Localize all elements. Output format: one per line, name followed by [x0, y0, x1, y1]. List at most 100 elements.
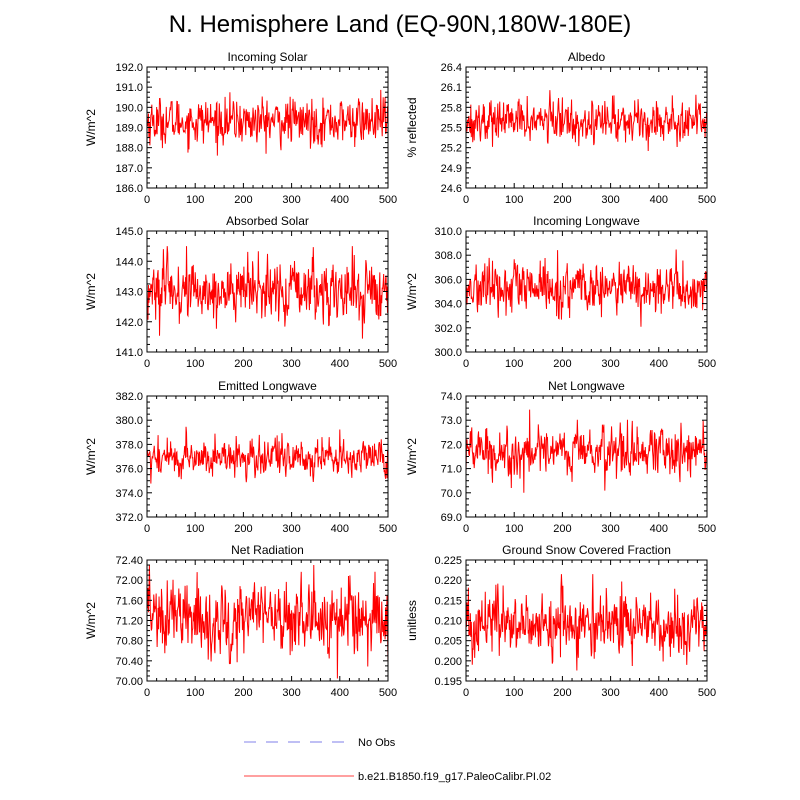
y-tick-label-net-radiation-2: 70.80 [115, 636, 143, 648]
x-tick-label-emitted-longwave-0: 0 [144, 523, 150, 535]
x-tick-label-albedo-2: 200 [553, 194, 571, 206]
y-tick-label-net-radiation-6: 72.40 [115, 555, 143, 567]
y-tick-label-net-longwave-5: 74.0 [441, 391, 462, 403]
y-axis-label-incoming-solar: W/m^2 [84, 109, 98, 146]
x-tick-label-ground-snow-covered-fraction-2: 200 [553, 687, 571, 699]
y-tick-label-absorbed-solar-4: 145.0 [115, 226, 143, 238]
y-tick-label-emitted-longwave-3: 378.0 [115, 439, 143, 451]
y-axis-label-net-radiation: W/m^2 [84, 602, 98, 639]
x-tick-label-incoming-longwave-2: 200 [553, 358, 571, 370]
y-tick-label-incoming-longwave-4: 308.0 [434, 250, 462, 262]
x-tick-label-net-radiation-2: 200 [234, 687, 252, 699]
panel-title-absorbed-solar: Absorbed Solar [226, 214, 309, 228]
y-tick-label-albedo-2: 25.2 [441, 143, 462, 155]
panel-emitted-longwave: Emitted Longwave W/m^2 372.0 374.0 376.0 378.… [84, 379, 397, 535]
series-line-incoming-solar [146, 89, 389, 156]
panel-title-ground-snow-covered-fraction: Ground Snow Covered Fraction [502, 543, 671, 557]
panel-title-emitted-longwave: Emitted Longwave [218, 379, 317, 393]
x-tick-label-ground-snow-covered-fraction-5: 500 [698, 687, 716, 699]
legend: No Obs b.e21.B1850.f19_g17.PaleoCalibr.P… [244, 737, 551, 783]
x-tick-label-emitted-longwave-5: 500 [379, 523, 397, 535]
panel-title-net-radiation: Net Radiation [231, 543, 304, 557]
x-tick-label-net-longwave-5: 500 [698, 523, 716, 535]
x-tick-label-absorbed-solar-3: 300 [282, 358, 300, 370]
series-line-emitted-longwave [146, 426, 389, 484]
x-tick-label-albedo-1: 100 [505, 194, 523, 206]
y-tick-label-ground-snow-covered-fraction-3: 0.210 [434, 616, 462, 628]
y-tick-label-net-longwave-0: 69.0 [441, 512, 462, 524]
y-axis-label-emitted-longwave: W/m^2 [84, 438, 98, 475]
x-tick-label-incoming-solar-5: 500 [379, 194, 397, 206]
x-tick-label-incoming-longwave-5: 500 [698, 358, 716, 370]
y-tick-label-incoming-solar-4: 190.0 [115, 102, 143, 114]
panel-title-net-longwave: Net Longwave [548, 379, 625, 393]
series-line-incoming-longwave [465, 249, 708, 327]
y-tick-label-absorbed-solar-3: 144.0 [115, 256, 143, 268]
x-tick-label-net-radiation-3: 300 [282, 687, 300, 699]
y-axis-label-albedo: % reflected [405, 97, 419, 157]
x-tick-label-net-radiation-0: 0 [144, 687, 150, 699]
x-tick-label-emitted-longwave-4: 400 [331, 523, 349, 535]
x-tick-label-ground-snow-covered-fraction-4: 400 [650, 687, 668, 699]
y-tick-label-incoming-longwave-3: 306.0 [434, 274, 462, 286]
x-tick-label-net-longwave-0: 0 [463, 523, 469, 535]
series-line-net-radiation [146, 565, 389, 679]
series-line-albedo [465, 90, 708, 152]
y-axis-label-absorbed-solar: W/m^2 [84, 273, 98, 310]
y-tick-label-ground-snow-covered-fraction-5: 0.220 [434, 575, 462, 587]
x-tick-label-net-longwave-3: 300 [601, 523, 619, 535]
y-axis-label-net-longwave: W/m^2 [405, 438, 419, 475]
y-tick-label-incoming-longwave-2: 304.0 [434, 299, 462, 311]
y-tick-label-albedo-1: 24.9 [441, 163, 462, 175]
x-tick-label-absorbed-solar-4: 400 [331, 358, 349, 370]
x-tick-label-albedo-5: 500 [698, 194, 716, 206]
y-tick-label-albedo-4: 25.8 [441, 102, 462, 114]
series-line-absorbed-solar [146, 246, 389, 339]
y-tick-label-albedo-0: 24.6 [441, 183, 462, 195]
y-tick-label-incoming-longwave-0: 300.0 [434, 347, 462, 359]
y-tick-label-albedo-3: 25.5 [441, 123, 462, 135]
y-tick-label-net-radiation-0: 70.00 [115, 676, 143, 688]
y-tick-label-net-longwave-3: 72.0 [441, 439, 462, 451]
y-tick-label-net-radiation-5: 72.00 [115, 575, 143, 587]
panel-title-incoming-solar: Incoming Solar [227, 50, 307, 64]
x-tick-label-net-longwave-1: 100 [505, 523, 523, 535]
y-tick-label-net-radiation-4: 71.60 [115, 595, 143, 607]
y-tick-label-incoming-solar-5: 191.0 [115, 82, 143, 94]
panel-incoming-solar: Incoming Solar W/m^2 186.0 187.0 188.0 189.0 1… [84, 50, 397, 206]
legend-label-model: b.e21.B1850.f19_g17.PaleoCalibr.PI.02 [358, 771, 551, 783]
y-tick-label-incoming-solar-2: 188.0 [115, 143, 143, 155]
x-tick-label-incoming-longwave-4: 400 [650, 358, 668, 370]
y-tick-label-incoming-solar-1: 187.0 [115, 163, 143, 175]
x-tick-label-absorbed-solar-2: 200 [234, 358, 252, 370]
y-tick-label-albedo-5: 26.1 [441, 82, 462, 94]
y-tick-label-emitted-longwave-4: 380.0 [115, 415, 143, 427]
x-tick-label-albedo-3: 300 [601, 194, 619, 206]
series-line-ground-snow-covered-fraction [465, 574, 708, 671]
panel-net-radiation: Net Radiation W/m^2 70.00 70.40 70.80 71.20 71… [84, 543, 397, 699]
y-tick-label-ground-snow-covered-fraction-0: 0.195 [434, 676, 462, 688]
y-tick-label-net-radiation-1: 70.40 [115, 656, 143, 668]
x-tick-label-albedo-4: 400 [650, 194, 668, 206]
y-tick-label-net-longwave-2: 71.0 [441, 464, 462, 476]
y-tick-label-incoming-longwave-1: 302.0 [434, 323, 462, 335]
panel-incoming-longwave: Incoming Longwave W/m^2 300.0 302.0 304.0 306… [405, 214, 716, 370]
x-tick-label-emitted-longwave-3: 300 [282, 523, 300, 535]
x-tick-label-net-longwave-4: 400 [650, 523, 668, 535]
y-tick-label-albedo-6: 26.4 [441, 62, 462, 74]
y-axis-label-incoming-longwave: W/m^2 [405, 273, 419, 310]
x-tick-label-net-radiation-5: 500 [379, 687, 397, 699]
legend-label-no-obs: No Obs [358, 737, 396, 749]
panels-group: Incoming Solar W/m^2 186.0 187.0 188.0 189.0 1… [84, 50, 716, 699]
y-tick-label-incoming-longwave-5: 310.0 [434, 226, 462, 238]
y-tick-label-emitted-longwave-2: 376.0 [115, 464, 143, 476]
x-tick-label-incoming-solar-1: 100 [186, 194, 204, 206]
y-tick-label-incoming-solar-0: 186.0 [115, 183, 143, 195]
y-tick-label-ground-snow-covered-fraction-1: 0.200 [434, 656, 462, 668]
panel-absorbed-solar: Absorbed Solar W/m^2 141.0 142.0 143.0 144.0 1… [84, 214, 397, 370]
y-tick-label-absorbed-solar-0: 141.0 [115, 347, 143, 359]
x-tick-label-incoming-longwave-0: 0 [463, 358, 469, 370]
x-tick-label-incoming-longwave-1: 100 [505, 358, 523, 370]
x-tick-label-absorbed-solar-1: 100 [186, 358, 204, 370]
series-line-net-longwave [465, 409, 708, 493]
